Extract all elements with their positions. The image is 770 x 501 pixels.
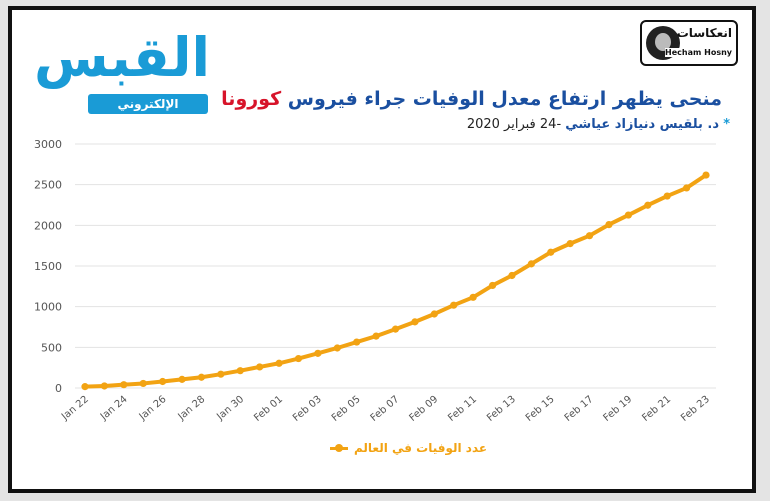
data-point <box>217 370 225 378</box>
chart-subtitle: * د. بلقيس دنيازاد عياشي -24 فبراير 2020 <box>467 117 730 132</box>
data-point <box>372 332 380 340</box>
data-point <box>314 349 322 357</box>
data-point <box>197 373 206 381</box>
data-point <box>159 377 167 386</box>
y-tick-label: 0 <box>55 382 62 395</box>
data-point <box>256 363 264 371</box>
x-tick-label: Feb 13 <box>485 394 518 424</box>
badge-english-text: Hecham Hosny <box>665 48 732 57</box>
title-highlight: كورونا <box>221 88 282 110</box>
legend-label: عدد الوفيات في العالم <box>354 441 488 455</box>
x-tick-label: Jan 30 <box>214 394 246 423</box>
x-tick-label: Feb 23 <box>679 394 712 424</box>
data-point <box>605 221 613 229</box>
y-tick-label: 2000 <box>34 219 62 232</box>
data-point <box>527 260 535 268</box>
data-point <box>178 375 186 383</box>
data-point <box>663 192 671 200</box>
data-point <box>585 232 594 240</box>
x-tick-label: Feb 03 <box>291 394 324 424</box>
data-point <box>566 240 574 248</box>
data-point <box>702 171 710 179</box>
series-line <box>83 173 708 389</box>
chart-legend: عدد الوفيات في العالم <box>330 441 487 455</box>
data-point <box>275 359 283 367</box>
y-tick-label: 3000 <box>34 138 62 151</box>
data-point <box>353 338 361 346</box>
subtitle-author: د. بلقيس دنيازاد عياشي <box>565 117 720 132</box>
x-tick-label: Jan 26 <box>137 394 169 423</box>
data-point <box>81 383 89 391</box>
data-point <box>624 211 632 219</box>
badge-arabic-text: انعكاسات <box>676 26 732 40</box>
data-point <box>411 318 419 326</box>
title-main: منحى يظهر ارتفاع معدل الوفيات جراء فيروس <box>281 88 722 110</box>
x-tick-label: Feb 21 <box>640 394 673 424</box>
subtitle-star: * <box>723 117 730 132</box>
x-tick-label: Feb 19 <box>601 394 634 424</box>
data-point <box>469 293 477 301</box>
x-tick-label: Jan 24 <box>98 394 130 423</box>
data-point <box>100 382 109 390</box>
author-badge: انعكاسات Hecham Hosny <box>640 20 738 66</box>
alqabas-logo: القبس <box>33 26 212 89</box>
data-point <box>294 354 303 363</box>
x-tick-label: Feb 09 <box>407 394 440 424</box>
chart-title: منحى يظهر ارتفاع معدل الوفيات جراء فيروس… <box>221 88 722 110</box>
y-tick-label: 1000 <box>34 301 62 314</box>
y-tick-label: 500 <box>41 341 62 354</box>
x-tick-label: Feb 01 <box>252 394 285 424</box>
data-point <box>644 201 652 209</box>
x-tick-label: Feb 15 <box>524 394 557 424</box>
data-point <box>488 281 497 290</box>
data-point <box>450 301 458 309</box>
data-point <box>430 310 438 318</box>
legend-swatch <box>330 443 348 453</box>
x-tick-label: Jan 28 <box>176 394 208 423</box>
y-tick-label: 1500 <box>34 260 62 273</box>
x-tick-label: Feb 11 <box>446 394 479 424</box>
subtitle-date: -24 فبراير 2020 <box>466 117 566 132</box>
alqabas-logo-sub: الإلكتروني <box>88 94 208 114</box>
data-point <box>236 367 244 375</box>
data-point <box>333 344 341 352</box>
x-tick-label: Feb 17 <box>563 394 596 424</box>
x-tick-label: Feb 05 <box>330 394 363 424</box>
data-point <box>508 271 516 280</box>
y-tick-label: 2500 <box>34 179 62 192</box>
data-point <box>120 381 128 389</box>
data-point <box>547 248 555 256</box>
x-tick-label: Jan 22 <box>59 394 91 423</box>
data-point <box>682 184 691 192</box>
x-tick-label: Feb 07 <box>369 394 402 424</box>
image-frame <box>8 6 756 493</box>
data-point <box>391 325 400 333</box>
data-point <box>139 379 147 388</box>
